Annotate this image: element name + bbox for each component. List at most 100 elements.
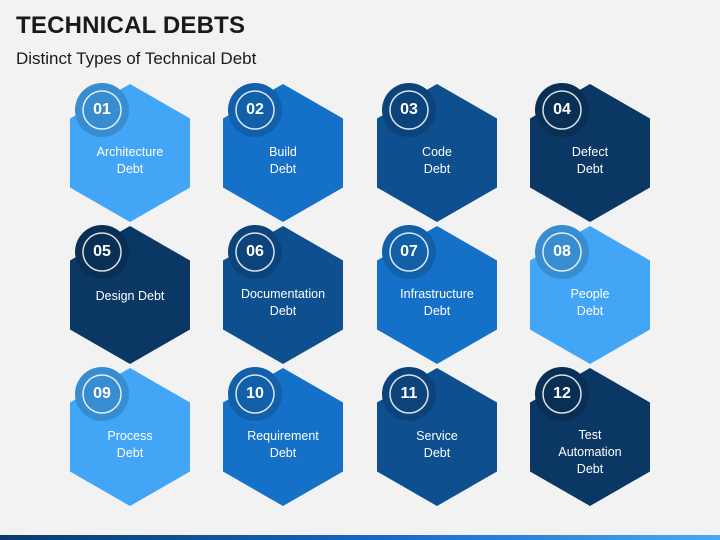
debt-type-label: Documentation Debt — [229, 286, 337, 320]
badge-circle-icon — [75, 367, 129, 421]
debt-card-10: 10 Requirement Debt — [223, 366, 343, 506]
number-badge: 06 — [227, 224, 283, 280]
decorative-bottom-bar — [0, 535, 720, 540]
label-line: Debt — [269, 446, 297, 460]
debt-type-label: Code Debt — [383, 144, 491, 178]
badge-number: 05 — [93, 243, 111, 260]
badge-circle-icon — [228, 83, 282, 137]
label-line: Documentation — [240, 287, 326, 301]
debt-type-label: Infrastructure Debt — [383, 286, 491, 320]
number-badge: 08 — [534, 224, 590, 280]
badge-inner-ring — [235, 374, 275, 414]
label-line: Debt — [116, 446, 144, 460]
label-line: Debt — [423, 304, 451, 318]
label-line: Debt — [269, 162, 297, 176]
number-badge: 09 — [74, 366, 130, 422]
debt-type-label: Service Debt — [383, 428, 491, 462]
badge-number: 03 — [400, 101, 418, 118]
number-badge: 04 — [534, 82, 590, 138]
label-line: Debt — [576, 461, 604, 476]
badge-number: 11 — [400, 385, 418, 402]
debt-card-07: 07 Infrastructure Debt — [377, 224, 497, 364]
debt-card-06: 06 Documentation Debt — [223, 224, 343, 364]
label-line: Debt — [423, 446, 451, 460]
badge-circle-icon — [382, 83, 436, 137]
badge-inner-ring — [82, 90, 122, 130]
badge-circle-icon — [228, 225, 282, 279]
page-title: TECHNICAL DEBTS — [16, 12, 246, 39]
label-line: Design Debt — [95, 288, 165, 303]
debt-type-label: Process Debt — [76, 428, 184, 462]
badge-inner-ring — [389, 232, 429, 272]
badge-inner-ring — [389, 374, 429, 414]
badge-number: 07 — [400, 243, 418, 260]
debt-card-08: 08 People Debt — [530, 224, 650, 364]
label-line: Defect — [571, 145, 609, 159]
label-line: Automation — [558, 444, 622, 459]
page-subtitle: Distinct Types of Technical Debt — [16, 49, 257, 68]
badge-circle-icon — [75, 225, 129, 279]
badge-number: 08 — [553, 243, 571, 260]
badge-inner-ring — [542, 374, 582, 414]
badge-number: 10 — [246, 385, 264, 402]
debt-type-label: Architecture Debt — [76, 144, 184, 178]
debt-type-label: Requirement Debt — [229, 428, 337, 462]
debt-card-12: 12 Test Automation Debt — [530, 366, 650, 506]
debt-card-11: 11 Service Debt — [377, 366, 497, 506]
badge-circle-icon — [535, 225, 589, 279]
debt-type-label: Build Debt — [229, 144, 337, 178]
label-line: Build — [269, 145, 297, 159]
badge-inner-ring — [82, 232, 122, 272]
debt-card-05: 05 Design Debt — [70, 224, 190, 364]
badge-circle-icon — [75, 83, 129, 137]
number-badge: 05 — [74, 224, 130, 280]
label-line: Debt — [116, 162, 144, 176]
badge-number: 06 — [246, 243, 264, 260]
badge-inner-ring — [82, 374, 122, 414]
number-badge: 10 — [227, 366, 283, 422]
badge-circle-icon — [535, 83, 589, 137]
number-badge: 02 — [227, 82, 283, 138]
label-line: Debt — [576, 162, 604, 176]
debt-card-03: 03 Code Debt — [377, 82, 497, 222]
debt-card-04: 04 Defect Debt — [530, 82, 650, 222]
badge-inner-ring — [542, 90, 582, 130]
badge-number: 01 — [93, 101, 111, 118]
label-line: People — [570, 287, 610, 301]
label-line: Process — [107, 429, 153, 443]
number-badge: 03 — [381, 82, 437, 138]
number-badge: 11 — [381, 366, 437, 422]
label-line: Test — [578, 427, 602, 442]
badge-inner-ring — [235, 232, 275, 272]
debt-type-label: Defect Debt — [536, 144, 644, 178]
label-line: Debt — [269, 304, 297, 318]
debt-type-label: Design Debt — [76, 288, 184, 305]
debt-type-label: People Debt — [536, 286, 644, 320]
badge-number: 02 — [246, 101, 264, 118]
badge-circle-icon — [382, 367, 436, 421]
number-badge: 12 — [534, 366, 590, 422]
label-line: Architecture — [96, 145, 164, 159]
badge-circle-icon — [228, 367, 282, 421]
badge-number: 04 — [553, 101, 571, 118]
label-line: Debt — [576, 304, 604, 318]
badge-inner-ring — [389, 90, 429, 130]
debt-card-01: 01 Architecture Debt — [70, 82, 190, 222]
label-line: Debt — [423, 162, 451, 176]
debt-card-09: 09 Process Debt — [70, 366, 190, 506]
number-badge: 07 — [381, 224, 437, 280]
badge-number: 09 — [93, 385, 111, 402]
badge-inner-ring — [235, 90, 275, 130]
debt-type-label: Test Automation Debt — [536, 427, 644, 478]
label-line: Service — [416, 429, 458, 443]
number-badge: 01 — [74, 82, 130, 138]
debt-card-02: 02 Build Debt — [223, 82, 343, 222]
badge-number: 12 — [553, 385, 571, 402]
badge-circle-icon — [535, 367, 589, 421]
label-line: Infrastructure — [400, 287, 474, 301]
badge-circle-icon — [382, 225, 436, 279]
badge-inner-ring — [542, 232, 582, 272]
label-line: Requirement — [247, 429, 319, 443]
label-line: Code — [422, 145, 452, 159]
